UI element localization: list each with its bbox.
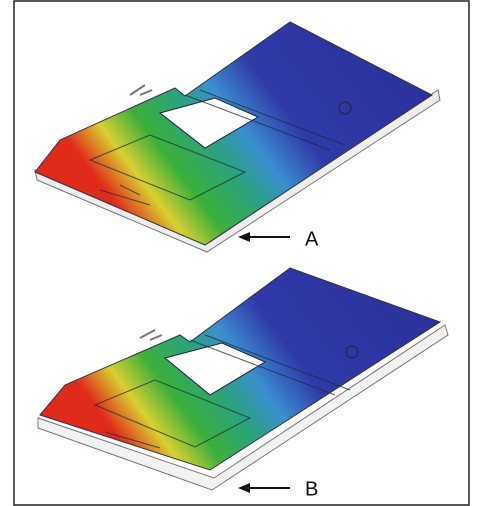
page: A B (() => { const data = JSON.parse(doc… <box>0 0 481 506</box>
figure: A B <box>0 0 481 506</box>
callout-label: B <box>305 478 318 500</box>
plate-b <box>38 268 448 490</box>
callout-label: A <box>305 228 319 250</box>
arrow-head <box>238 483 250 493</box>
plate-a <box>35 22 440 252</box>
arrow-head <box>238 232 250 242</box>
